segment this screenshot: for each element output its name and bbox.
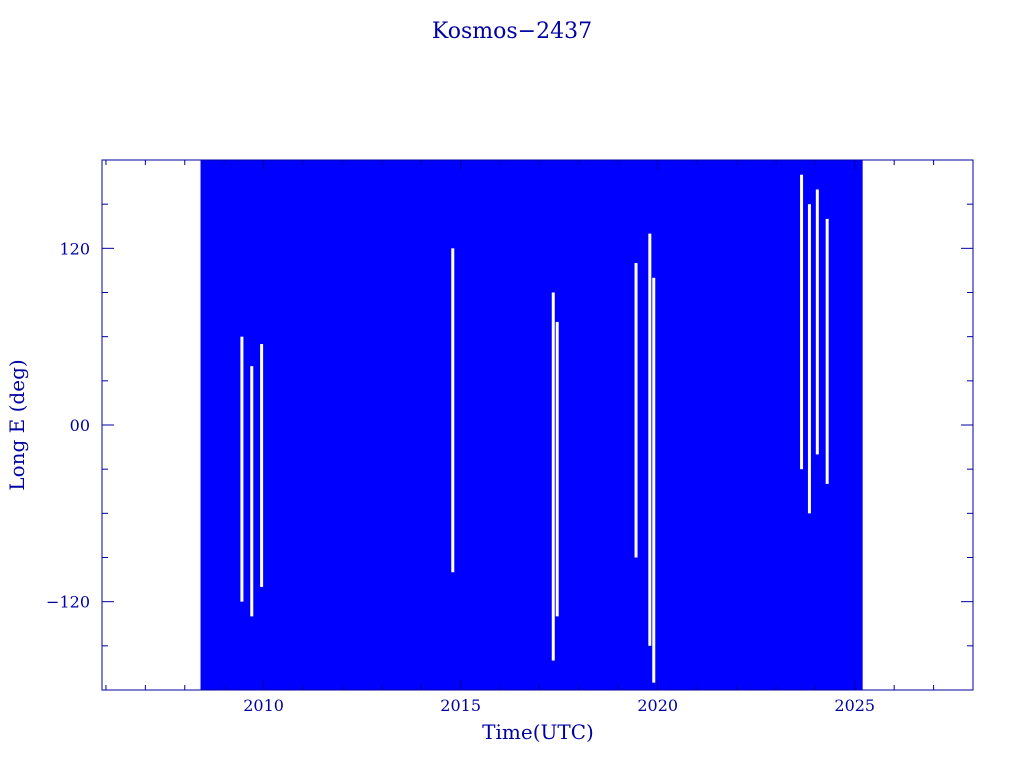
data-gap [250, 366, 254, 617]
data-gap [648, 233, 652, 646]
data-gap [807, 204, 811, 514]
data-gap [825, 218, 829, 484]
x-tick-label: 2015 [440, 696, 481, 715]
data-gap [815, 189, 819, 455]
data-gap [451, 248, 455, 573]
x-tick-label: 2020 [637, 696, 678, 715]
data-gap [634, 263, 638, 558]
data-band [200, 160, 863, 690]
data-gap [555, 321, 559, 617]
axis-ticks [102, 159, 974, 690]
x-axis-label: Time(UTC) [482, 720, 594, 744]
x-tick-label: 2010 [243, 696, 284, 715]
data-gap [551, 292, 555, 661]
y-tick-label: 00 [70, 416, 90, 435]
y-axis-label: Long E (deg) [5, 359, 29, 490]
axis-tick-labels: 2010 2015 2020 2025 −120 00 120 [46, 239, 875, 715]
x-tick-label: 2025 [834, 696, 875, 715]
data-gap [652, 277, 656, 683]
chart-title: Kosmos−2437 [432, 19, 592, 44]
data-gap [260, 344, 264, 587]
data-gap [240, 336, 244, 602]
data-layer [200, 160, 863, 690]
y-tick-label: −120 [46, 593, 90, 612]
y-tick-label: 120 [59, 239, 90, 258]
data-gap [800, 174, 804, 470]
